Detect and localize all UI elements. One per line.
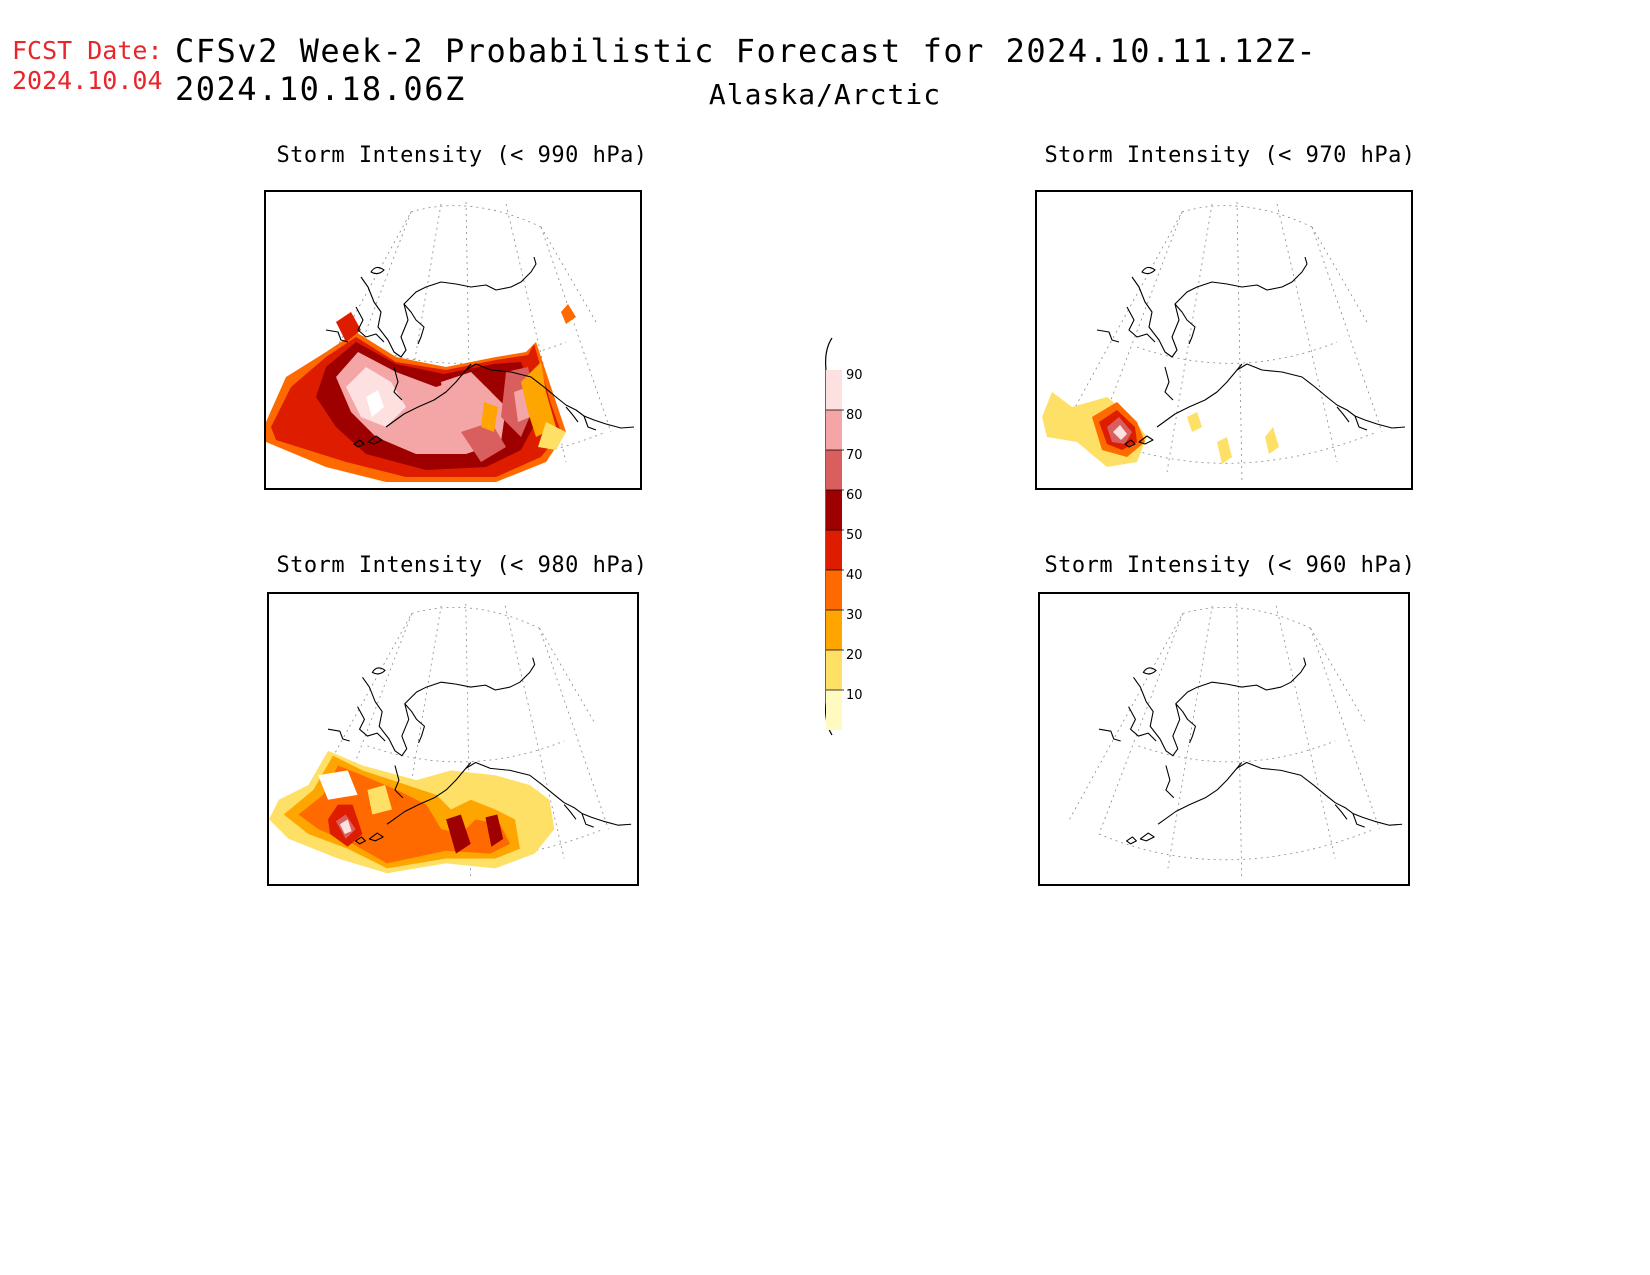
forecast-date-label: FCST Date:	[12, 36, 163, 65]
probability-area	[336, 312, 361, 342]
probability-area	[339, 819, 352, 835]
probability-area	[1113, 425, 1127, 440]
probability-area	[1187, 412, 1202, 432]
legend-label: 10	[846, 688, 863, 703]
legend-label: 30	[846, 608, 863, 623]
legend-label: 90	[846, 368, 863, 383]
alaska-coastline	[1096, 256, 1406, 448]
alaska-coastline	[325, 256, 635, 448]
graticule	[298, 603, 609, 879]
legend-swatch	[826, 570, 842, 610]
legend-label: 70	[846, 448, 863, 463]
probability-area	[318, 770, 358, 800]
map-970	[1042, 201, 1406, 483]
map-panel-960	[1038, 592, 1410, 886]
probability-area	[561, 304, 576, 324]
page-title: CFSv2 Week-2 Probabilistic Forecast for …	[175, 32, 1318, 108]
map-panel-990	[264, 190, 642, 490]
probability-area	[441, 372, 491, 442]
probability-area	[461, 422, 506, 462]
color-legend: 90 80 70 60 50 40 30 20 10	[820, 330, 900, 750]
alaska-coastline	[327, 657, 632, 845]
map-panel-970	[1035, 190, 1413, 490]
legend-swatch	[826, 490, 842, 530]
alaska-coastline	[1098, 657, 1403, 845]
legend-swatch	[826, 530, 842, 570]
panel-title-980: Storm Intensity (< 980 hPa)	[276, 553, 648, 578]
probability-area	[481, 402, 498, 432]
legend-swatch	[826, 410, 842, 450]
forecast-date-block: FCST Date: 2024.10.04	[12, 36, 163, 96]
legend-label: 20	[846, 648, 863, 663]
probability-area	[485, 814, 504, 847]
map-panel-980	[267, 592, 639, 886]
forecast-date-value: 2024.10.04	[12, 66, 163, 95]
legend-label: 40	[846, 568, 863, 583]
panel-title-960: Storm Intensity (< 960 hPa)	[1044, 553, 1416, 578]
legend-bar	[825, 337, 844, 736]
region-subtitle: Alaska/Arctic	[708, 78, 942, 111]
probability-area	[366, 390, 384, 417]
probability-area	[446, 814, 471, 854]
probability-area	[538, 422, 566, 450]
map-990	[266, 201, 635, 483]
probability-area	[367, 785, 392, 815]
legend-swatch	[826, 370, 842, 410]
probability-area	[1265, 427, 1279, 454]
map-980	[269, 603, 632, 879]
legend-swatch	[826, 690, 842, 730]
legend-label: 80	[846, 408, 863, 423]
legend-label: 60	[846, 488, 863, 503]
legend-swatch	[826, 450, 842, 490]
map-960	[1069, 603, 1403, 879]
graticule	[1069, 603, 1380, 879]
legend-label: 50	[846, 528, 863, 543]
legend-swatch	[826, 650, 842, 690]
legend-swatch	[826, 610, 842, 650]
probability-area	[1217, 437, 1232, 464]
panel-title-990: Storm Intensity (< 990 hPa)	[276, 143, 648, 168]
probability-area	[521, 362, 556, 437]
panel-title-970: Storm Intensity (< 970 hPa)	[1044, 143, 1416, 168]
